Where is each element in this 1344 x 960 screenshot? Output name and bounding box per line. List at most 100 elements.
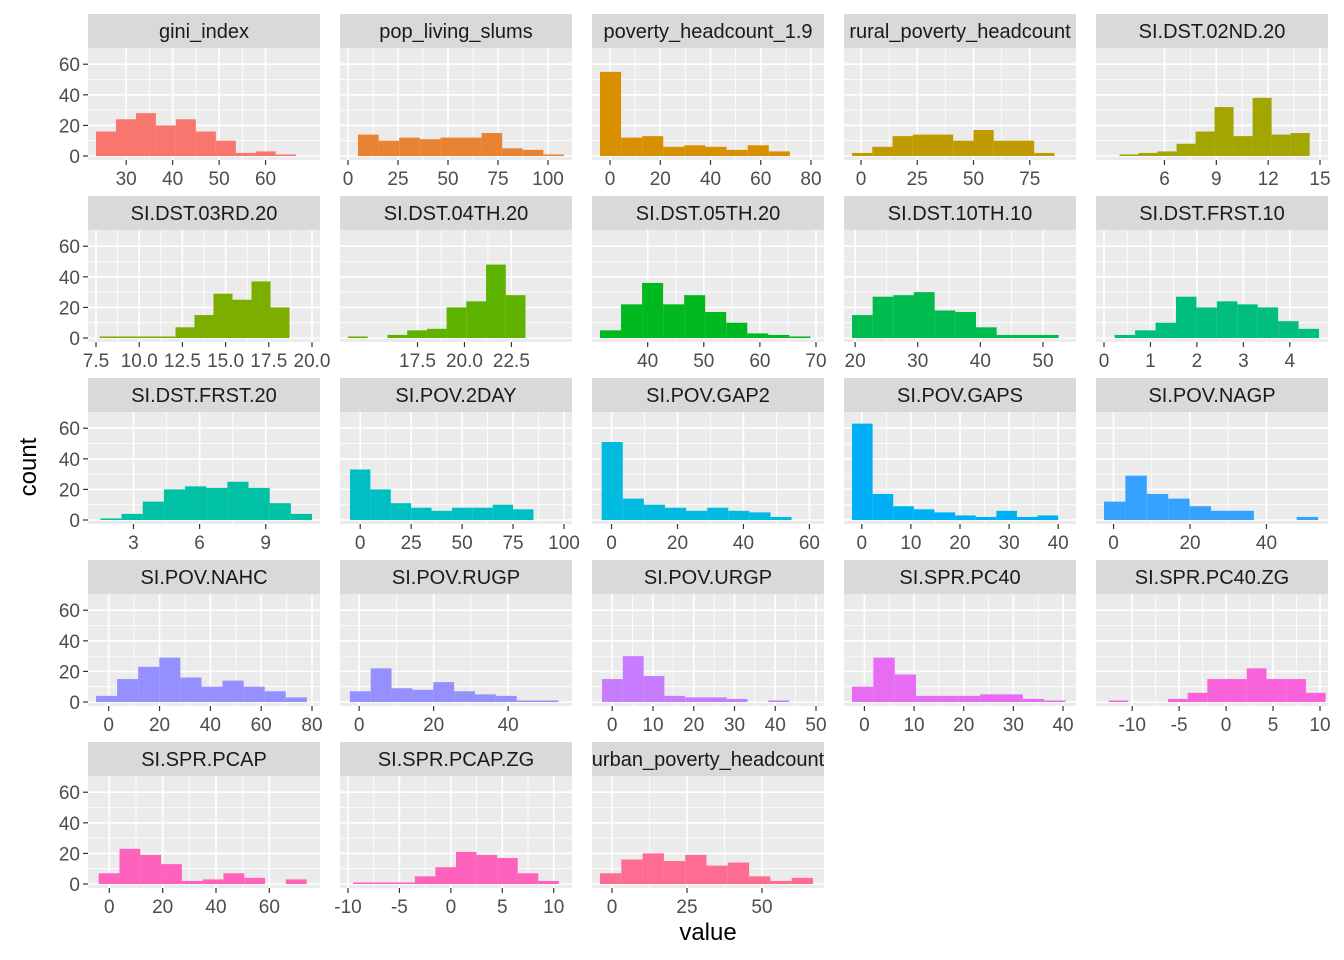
x-tick-label: 17.5 <box>399 351 436 372</box>
facet-strip <box>88 196 320 230</box>
x-tick-label: 40 <box>765 715 786 736</box>
x-tick-label: 30 <box>907 351 928 372</box>
facet-strip-label: poverty_headcount_1.9 <box>603 21 812 43</box>
facet-strip <box>340 742 572 776</box>
x-tick-label: 40 <box>1052 715 1073 736</box>
histogram-bar <box>958 695 981 702</box>
x-tick-label: -5 <box>1171 715 1188 736</box>
facet-strip-label: SI.DST.FRST.10 <box>1139 203 1285 225</box>
histogram-bar <box>175 119 196 156</box>
histogram-bar <box>643 676 665 702</box>
y-tick-label: 40 <box>59 632 80 653</box>
facet-strip <box>1096 560 1328 594</box>
x-tick-label: 75 <box>502 533 523 554</box>
x-tick-label: 20 <box>423 715 444 736</box>
y-tick-label: 0 <box>69 511 80 532</box>
histogram-bar <box>600 330 622 338</box>
y-tick-label: 60 <box>59 783 80 804</box>
facet-strip-label: SI.DST.10TH.10 <box>888 203 1033 225</box>
histogram-bar <box>206 487 228 520</box>
facet-strip <box>1096 14 1328 48</box>
histogram-bar <box>270 307 290 338</box>
facet-panel: SI.DST.02ND.20 6 9 12 15 <box>1096 14 1331 190</box>
facet-strip-label: SI.POV.URGP <box>644 567 772 589</box>
histogram-bar <box>495 695 517 702</box>
histogram-bar <box>770 516 792 520</box>
histogram-bar <box>275 154 296 156</box>
histogram-bar <box>1044 700 1066 702</box>
x-tick-label: 7.5 <box>83 351 109 372</box>
x-tick-label: 20 <box>845 351 866 372</box>
histogram-bar <box>893 295 914 338</box>
facet-panel: SI.DST.FRST.20 0 20 40 60 3 6 9 <box>59 378 320 554</box>
histogram-bar <box>135 113 156 156</box>
histogram-bar <box>349 691 371 702</box>
histogram-bar <box>705 146 727 156</box>
histogram-bar <box>1257 307 1279 338</box>
histogram-bar <box>137 336 157 338</box>
histogram-bar <box>285 697 307 702</box>
facet-strip <box>844 196 1076 230</box>
histogram-bar <box>243 686 265 702</box>
histogram-bar <box>770 880 792 884</box>
histogram-bar <box>602 679 623 702</box>
histogram-bar <box>96 131 116 156</box>
facet-strip-label: SI.SPR.PCAP <box>141 749 267 771</box>
x-tick-label: 50 <box>209 169 230 190</box>
x-tick-label: 40 <box>1048 533 1069 554</box>
histogram-bar <box>486 264 506 338</box>
y-tick-label: 40 <box>59 450 80 471</box>
histogram-bar <box>1290 133 1310 156</box>
y-tick-label: 20 <box>59 116 80 137</box>
histogram-bar <box>996 510 1017 520</box>
facet-strip <box>88 14 320 48</box>
y-tick-label: 60 <box>59 601 80 622</box>
histogram-bar <box>215 140 236 156</box>
histogram-bar <box>1271 134 1291 156</box>
x-tick-label: 50 <box>963 169 984 190</box>
histogram-bar <box>213 293 233 338</box>
facet-panel: gini_index 0 20 40 60 30 40 50 60 <box>59 14 320 190</box>
x-tick-label: 60 <box>750 169 771 190</box>
histogram-bar <box>353 882 374 884</box>
x-tick-label: 30 <box>1003 715 1024 736</box>
facet-strip <box>844 560 1076 594</box>
x-tick-label: 0 <box>857 533 868 554</box>
histogram-bar <box>505 295 526 338</box>
facet-panel: SI.POV.URGP 0 10 20 30 40 50 <box>592 560 827 736</box>
histogram-bar <box>768 700 790 702</box>
histogram-bar <box>522 149 544 156</box>
y-tick-label: 60 <box>59 55 80 76</box>
x-tick-label: 0 <box>355 533 366 554</box>
facet-panel: SI.POV.RUGP 0 20 40 <box>340 560 572 736</box>
facet-strip <box>592 14 824 48</box>
histogram-bar <box>161 864 182 884</box>
histogram-bar <box>621 137 643 156</box>
x-tick-label: 60 <box>749 351 770 372</box>
histogram-bar <box>600 71 622 156</box>
histogram-bar <box>872 494 894 520</box>
histogram-bar <box>440 137 461 156</box>
histogram-bar <box>1233 136 1253 156</box>
histogram-bar <box>852 315 873 338</box>
x-tick-label: 10 <box>900 533 921 554</box>
x-tick-label: 2 <box>1192 351 1203 372</box>
facet-strip <box>340 560 572 594</box>
histogram-bar <box>685 854 707 884</box>
histogram-bar <box>707 507 729 520</box>
histogram-bar <box>411 507 432 520</box>
histogram-bar <box>99 336 119 338</box>
histogram-bar <box>1146 494 1169 520</box>
x-tick-label: 40 <box>637 351 658 372</box>
x-tick-label: 10 <box>903 715 924 736</box>
facet-panel: SI.DST.FRST.10 0 1 2 3 4 <box>1096 196 1328 372</box>
histogram-bar <box>1189 506 1212 520</box>
facet-strip-label: SI.DST.FRST.20 <box>131 385 277 407</box>
histogram-bar <box>684 145 706 156</box>
facet-strip <box>1096 378 1328 412</box>
histogram-bar <box>912 134 933 156</box>
histogram-bar <box>1252 97 1272 156</box>
histogram-bar <box>728 510 750 520</box>
histogram-bar <box>248 487 270 520</box>
histogram-bar <box>481 133 503 156</box>
